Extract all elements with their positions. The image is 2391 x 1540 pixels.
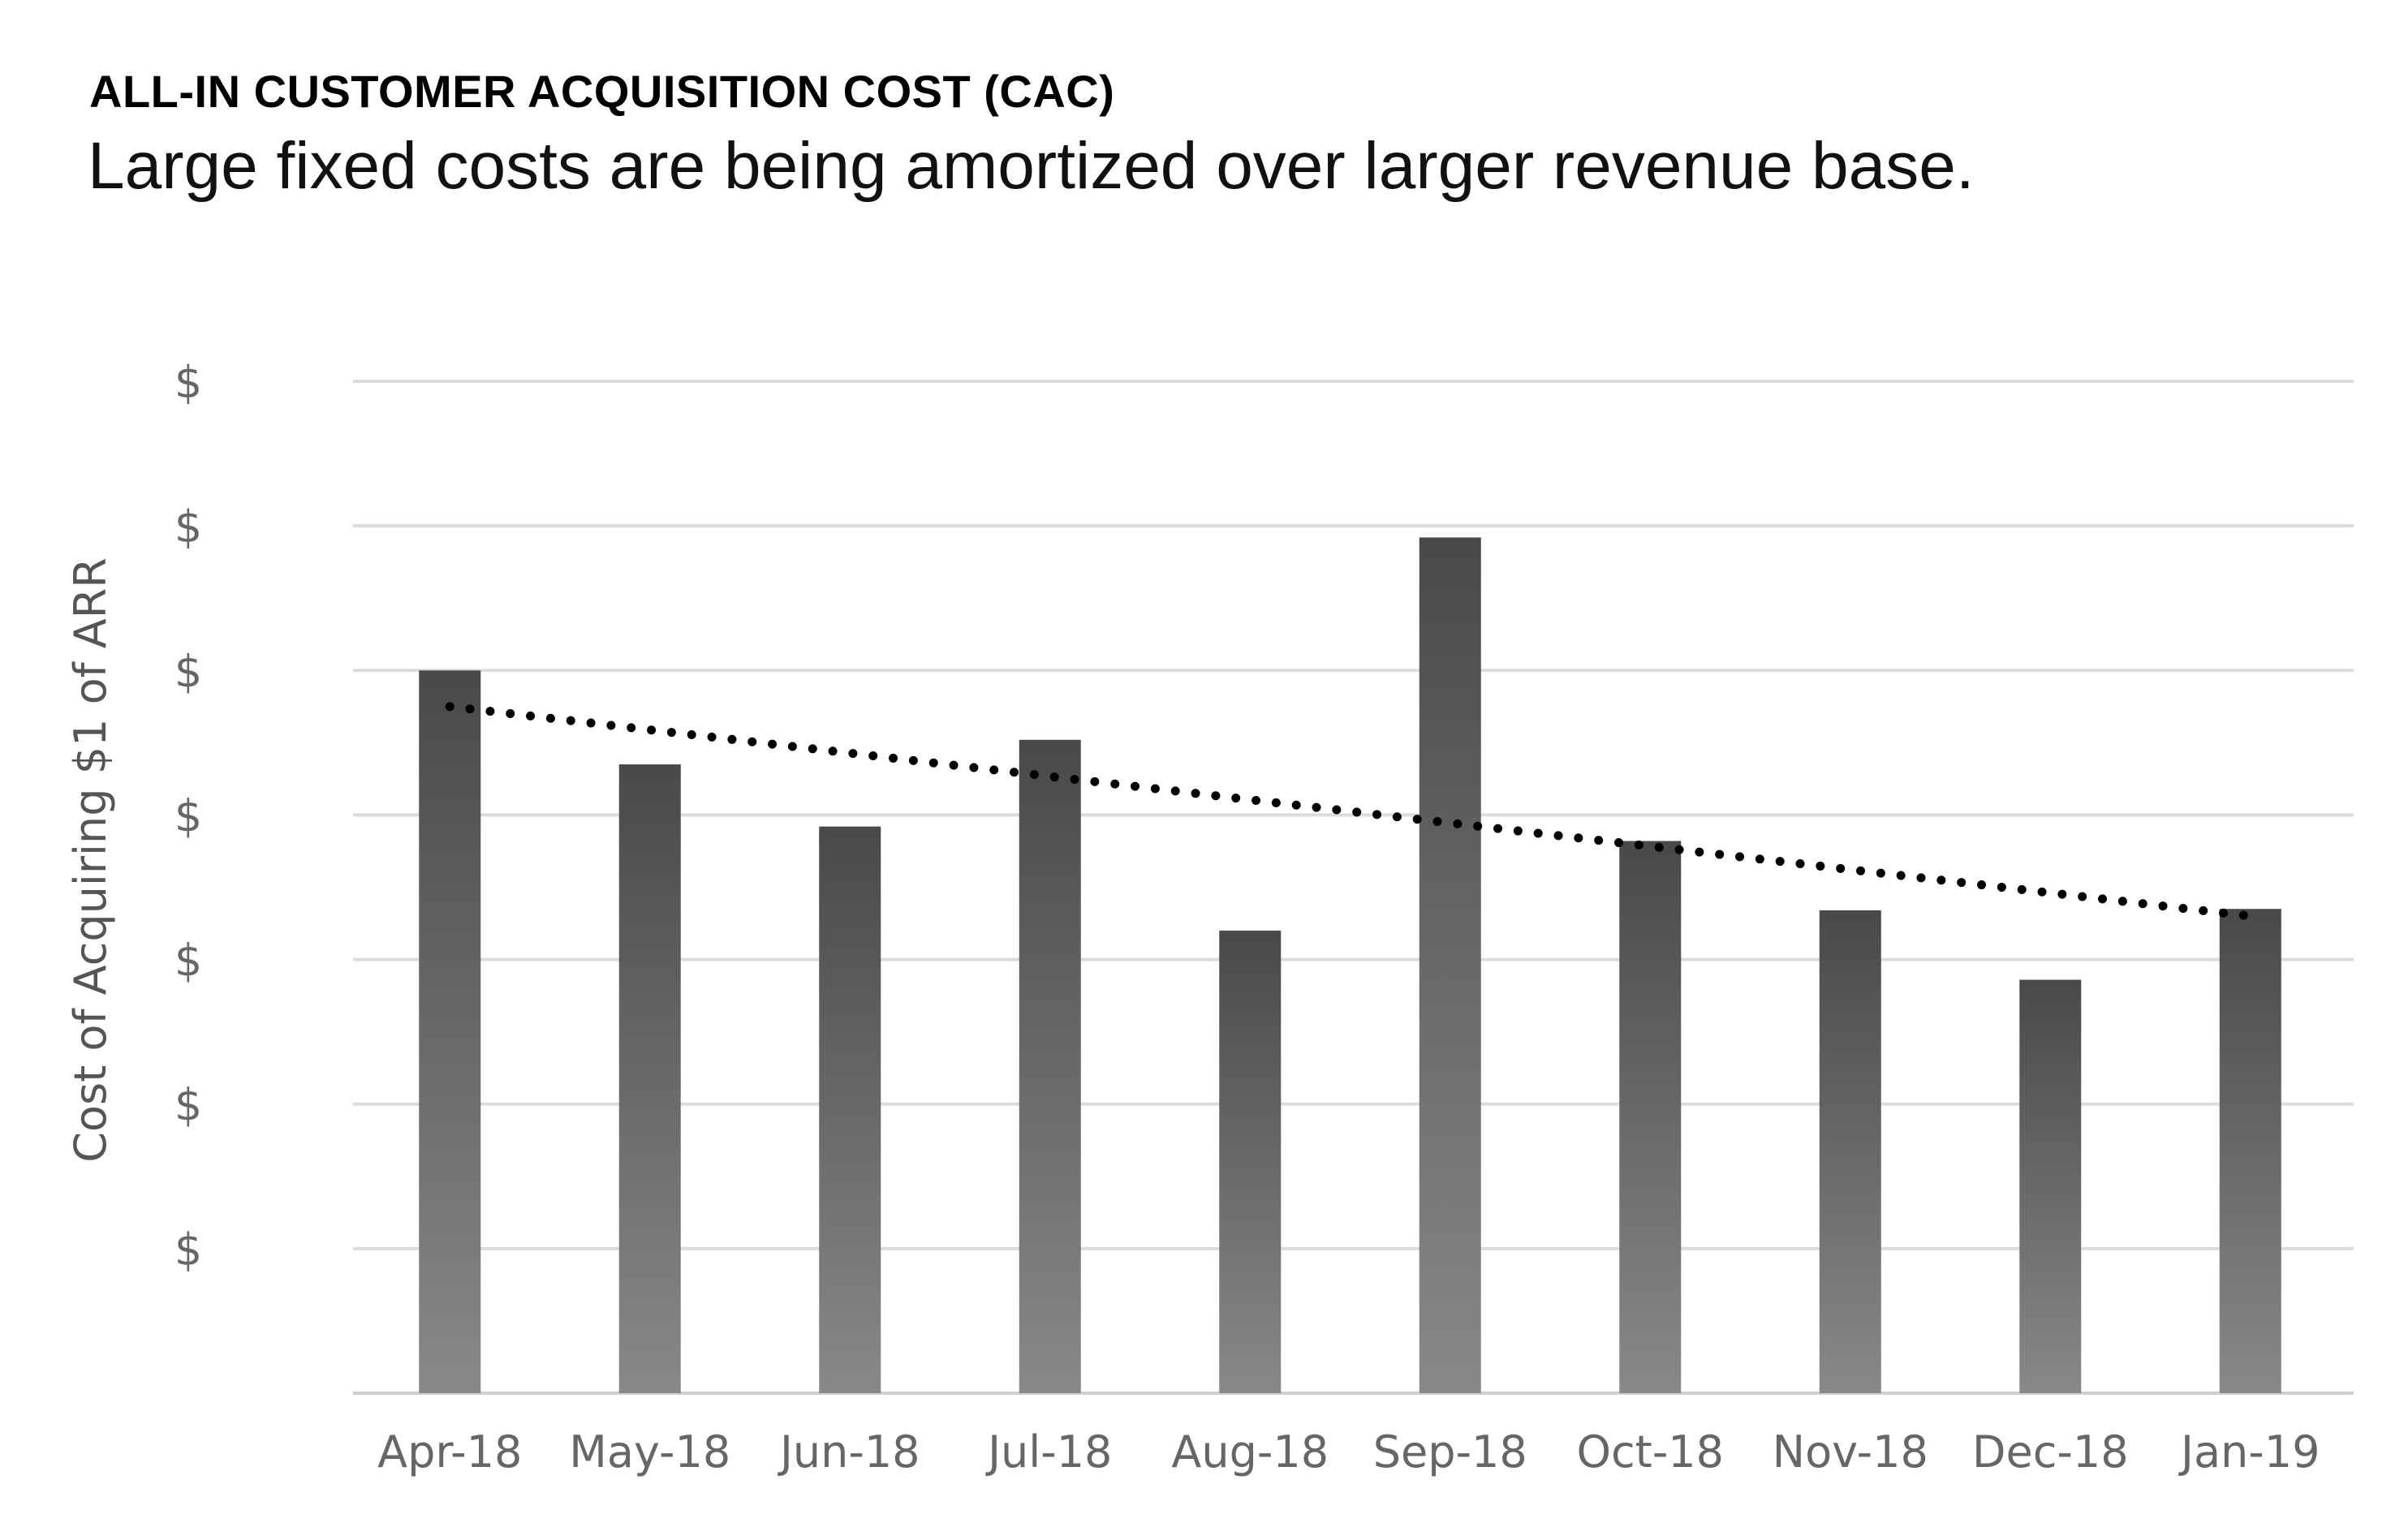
bar-jun-18 bbox=[819, 826, 881, 1393]
y-tick-label: $ bbox=[174, 646, 202, 697]
y-tick-label: $ bbox=[174, 501, 202, 553]
gridlines bbox=[353, 380, 2354, 1395]
chart-title: ALL-IN CUSTOMER ACQUISITION COST (CAC) bbox=[89, 66, 1115, 117]
trendline-dotted bbox=[445, 702, 2255, 921]
x-tick-label: Nov-18 bbox=[1773, 1426, 1928, 1478]
bar-dec-18 bbox=[2019, 979, 2082, 1393]
bar-may-18 bbox=[618, 764, 681, 1393]
bar-jan-19 bbox=[2219, 909, 2281, 1393]
y-tick-label: $ bbox=[174, 936, 202, 987]
y-tick-label: $ bbox=[174, 1224, 202, 1275]
x-axis-ticks: Apr-18 May-18 Jun-18 Jul-18 Aug-18 Sep-18 Oct-… bbox=[377, 1426, 2320, 1478]
x-tick-label: Sep-18 bbox=[1373, 1426, 1527, 1478]
x-tick-label: Aug-18 bbox=[1171, 1426, 1329, 1478]
y-axis-ticks: $ $ $ $ $ $ $ bbox=[174, 357, 202, 1275]
x-tick-label: Jan-19 bbox=[2178, 1426, 2320, 1478]
trendline bbox=[445, 702, 2255, 921]
bar-sep-18 bbox=[1419, 537, 1481, 1393]
y-tick-label: $ bbox=[174, 357, 202, 408]
x-tick-label: Dec-18 bbox=[1972, 1426, 2129, 1478]
bars bbox=[419, 537, 2281, 1393]
bar-nov-18 bbox=[1819, 910, 1881, 1393]
x-tick-label: Apr-18 bbox=[377, 1426, 522, 1478]
x-tick-label: Jun-18 bbox=[778, 1426, 920, 1478]
chart-subtitle: Large fixed costs are being amortized ov… bbox=[88, 129, 1975, 203]
y-tick-label: $ bbox=[174, 1080, 202, 1131]
bar-aug-18 bbox=[1219, 930, 1282, 1393]
y-axis-title: Cost of Acquiring $1 of ARR bbox=[65, 557, 116, 1163]
bar-apr-18 bbox=[419, 670, 481, 1393]
x-tick-label: Oct-18 bbox=[1576, 1426, 1724, 1478]
x-tick-label: May-18 bbox=[569, 1426, 730, 1478]
x-tick-label: Jul-18 bbox=[985, 1426, 1112, 1478]
bar-oct-18 bbox=[1619, 841, 1682, 1393]
y-tick-label: $ bbox=[174, 790, 202, 841]
bar-jul-18 bbox=[1019, 739, 1081, 1393]
